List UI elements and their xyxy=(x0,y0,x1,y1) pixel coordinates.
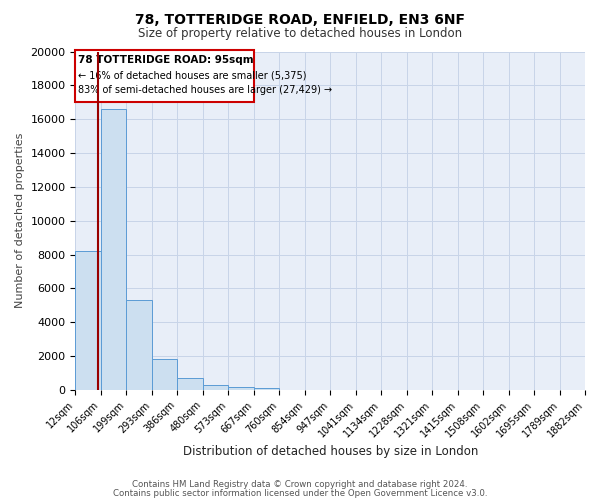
Y-axis label: Number of detached properties: Number of detached properties xyxy=(15,133,25,308)
X-axis label: Distribution of detached houses by size in London: Distribution of detached houses by size … xyxy=(182,444,478,458)
Bar xyxy=(76,50,254,102)
Text: Contains HM Land Registry data © Crown copyright and database right 2024.: Contains HM Land Registry data © Crown c… xyxy=(132,480,468,489)
Text: 78, TOTTERIDGE ROAD, ENFIELD, EN3 6NF: 78, TOTTERIDGE ROAD, ENFIELD, EN3 6NF xyxy=(135,12,465,26)
Bar xyxy=(178,378,203,390)
Text: 78 TOTTERIDGE ROAD: 95sqm: 78 TOTTERIDGE ROAD: 95sqm xyxy=(78,55,254,65)
Text: Size of property relative to detached houses in London: Size of property relative to detached ho… xyxy=(138,28,462,40)
Text: ← 16% of detached houses are smaller (5,375): ← 16% of detached houses are smaller (5,… xyxy=(78,70,307,80)
Bar xyxy=(76,251,101,390)
Bar xyxy=(152,358,178,390)
Text: Contains public sector information licensed under the Open Government Licence v3: Contains public sector information licen… xyxy=(113,488,487,498)
Bar xyxy=(228,388,254,390)
Text: 83% of semi-detached houses are larger (27,429) →: 83% of semi-detached houses are larger (… xyxy=(78,86,332,96)
Bar xyxy=(254,388,279,390)
Bar xyxy=(203,385,228,390)
Bar xyxy=(127,300,152,390)
Bar xyxy=(101,109,127,390)
